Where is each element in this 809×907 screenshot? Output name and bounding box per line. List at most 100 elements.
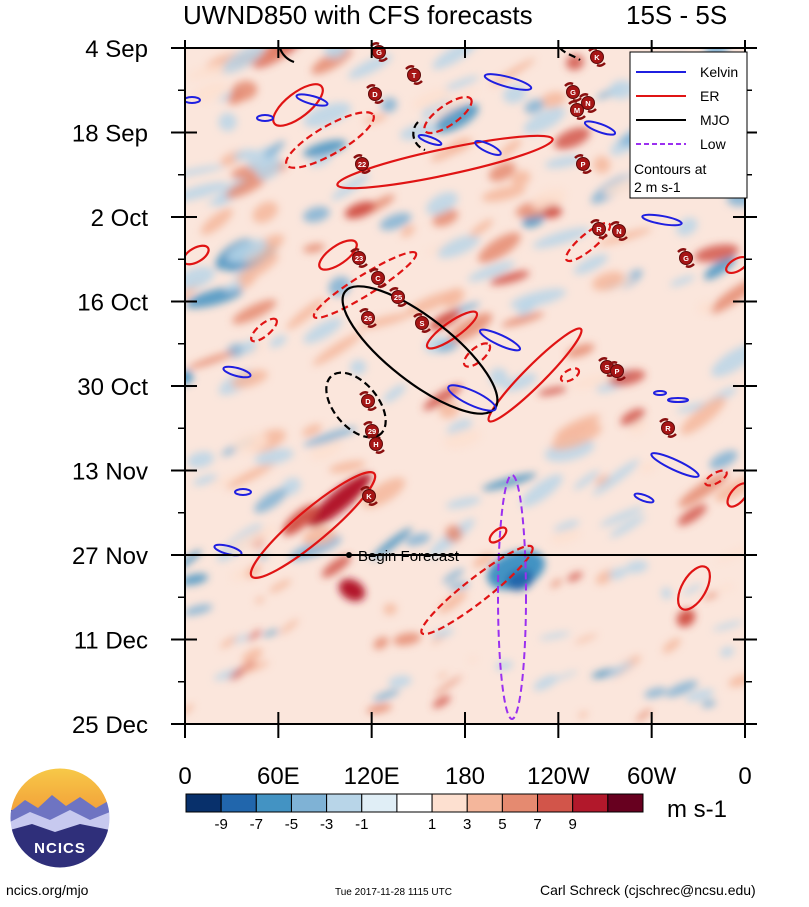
shading-blob [434, 675, 463, 696]
y-tick-label: 2 Oct [91, 205, 149, 232]
colorbar-swatch [396, 793, 433, 813]
storm-label: T [412, 71, 417, 80]
x-tick-label: 60W [627, 763, 677, 790]
er-contour [185, 244, 210, 266]
shading-blob [501, 312, 545, 328]
shading-blob [510, 288, 567, 309]
shading-blob [467, 261, 515, 282]
shading-blob [224, 281, 246, 292]
shading-blob [431, 628, 454, 638]
colorbar-swatch [290, 793, 328, 813]
shading-blob [331, 173, 370, 201]
shading-blob [254, 448, 294, 465]
shading-blob [597, 227, 653, 246]
shading-blob [302, 424, 322, 437]
shading-blob [187, 64, 225, 80]
shading-blob [442, 287, 465, 308]
storm-marker: 23 [350, 248, 368, 268]
shading-blob [544, 155, 584, 169]
colorbar-tick-label: 5 [498, 816, 506, 833]
storm-marker: C [369, 268, 387, 288]
shading-blob [303, 243, 325, 253]
colorbar-tick-label: 9 [569, 816, 577, 833]
shading-blob [491, 58, 536, 87]
shading-blob [321, 554, 352, 578]
shading-blob [421, 98, 453, 120]
shading-blob [445, 525, 463, 543]
kelvin-contour [447, 384, 497, 412]
shading-blob [227, 239, 268, 263]
shading-blob [232, 299, 277, 324]
shading-blob [678, 472, 729, 508]
er-contour [725, 255, 745, 275]
er-dashed-contour [704, 469, 728, 487]
x-tick-label: 0 [738, 763, 751, 790]
storm-label: 22 [358, 160, 366, 169]
kelvin-contour [222, 365, 252, 379]
x-tick-label: 120W [527, 763, 590, 790]
shading-blob [269, 335, 287, 348]
latitude-band: 15S - 5S [626, 0, 728, 30]
legend-label: Low [700, 136, 727, 152]
shading-blob [383, 603, 397, 615]
shading-blob [554, 520, 580, 532]
shading-blob [478, 232, 521, 263]
shading-blob [573, 254, 609, 275]
shading-blob [231, 370, 268, 389]
er-contour [487, 327, 583, 423]
shading-blob [617, 276, 634, 288]
shading-blob [704, 255, 736, 280]
shading-blob [226, 461, 277, 490]
kelvin-contour [185, 96, 201, 104]
shading-blob [550, 528, 581, 545]
y-tick-label: 4 Sep [85, 36, 148, 63]
shading-blob [187, 351, 236, 369]
shading-blob [185, 286, 243, 308]
er-contour [318, 239, 358, 271]
contour-layer [185, 48, 745, 720]
shading-blob [373, 689, 400, 702]
shading-blob [701, 699, 716, 708]
shading-blob [533, 675, 558, 691]
shading-blob [432, 48, 478, 70]
storm-marker: G [677, 248, 695, 268]
ncics-logo: NCICS [9, 767, 111, 869]
storm-label: 26 [364, 314, 372, 323]
storm-marker: 26 [359, 308, 377, 328]
shading-blob [445, 496, 482, 509]
shading-blob [282, 504, 318, 536]
storm-label: H [373, 440, 378, 449]
shading-blob [303, 139, 347, 158]
timestamp: Tue 2017-11-28 1115 UTC [335, 887, 452, 898]
shading-blob [437, 672, 448, 679]
shading-blob [593, 156, 611, 174]
colorbar-swatch [255, 793, 292, 813]
shading-blob [609, 515, 646, 538]
x-tick-label: 0 [178, 763, 191, 790]
shading-blob [185, 266, 215, 289]
kelvin-contour [478, 328, 522, 352]
er-dashed-contour [462, 342, 492, 368]
y-tick-label: 18 Sep [72, 121, 148, 148]
low-contour [497, 474, 527, 720]
colorbar-tick-label: -7 [250, 816, 263, 833]
shading-blob [185, 604, 213, 616]
shading-blob [538, 386, 568, 396]
shading-blob [371, 527, 412, 560]
legend-label: ER [700, 88, 719, 104]
shading-blob [665, 680, 698, 697]
shading-blob [192, 474, 218, 486]
shading-blob [718, 583, 734, 592]
storm-marker: H [367, 434, 385, 454]
shading-blob [554, 127, 591, 150]
y-tick-label: 27 Nov [72, 543, 148, 570]
storm-marker: M [568, 100, 586, 120]
site-link[interactable]: ncics.org/mjo [6, 882, 89, 898]
shading-blob [230, 568, 251, 581]
y-tick-label: 30 Oct [77, 374, 148, 401]
shading-blob [523, 107, 566, 134]
shading-blob [358, 312, 412, 329]
shading-blob [405, 533, 431, 546]
kelvin-contour [213, 543, 243, 557]
